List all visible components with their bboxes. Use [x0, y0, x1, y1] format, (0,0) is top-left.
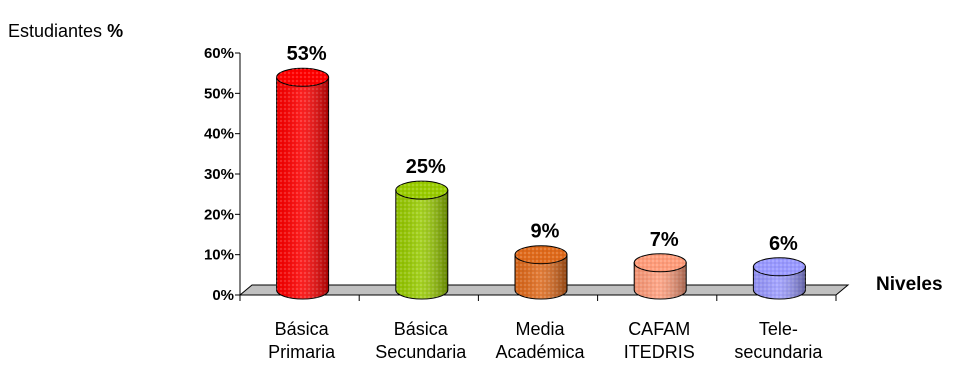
y-axis-title: Estudiantes %	[8, 21, 123, 41]
bar-top-texture	[634, 253, 687, 272]
y-tick-label: 60%	[204, 45, 234, 62]
value-labels: 53% 25% 9% 7% 6%	[287, 43, 798, 255]
y-tick-label: 0%	[212, 287, 234, 304]
category-label: secundaria	[734, 342, 823, 362]
y-tick-label: 30%	[204, 166, 234, 183]
category-label: Básica	[275, 319, 330, 339]
y-axis-title-text: Estudiantes	[8, 21, 102, 41]
y-tick-label: 10%	[204, 247, 234, 264]
category-label: CAFAM	[628, 319, 690, 339]
category-labels: Básica Primaria Básica Secundaria Media Acadé…	[268, 319, 823, 362]
bar	[514, 245, 568, 300]
bar-top-texture	[276, 68, 329, 87]
category-label: Tele-	[759, 319, 798, 339]
bar	[276, 67, 330, 300]
value-label: 53%	[287, 43, 327, 65]
bars	[276, 67, 806, 300]
bar-top-texture	[395, 181, 448, 200]
y-ticks: 0% 10% 20% 30% 40% 50% 60%	[204, 45, 240, 304]
bar-shading	[634, 262, 687, 299]
value-label: 7%	[650, 229, 679, 251]
category-label: Académica	[495, 342, 585, 362]
value-label: 25%	[406, 156, 446, 178]
y-tick-label: 40%	[204, 126, 234, 143]
bar-shading	[276, 77, 329, 299]
y-tick-label: 20%	[204, 206, 234, 223]
bar-shading	[395, 190, 448, 299]
bar	[633, 253, 687, 300]
category-label: ITEDRIS	[624, 342, 695, 362]
bar-top-texture	[515, 245, 567, 264]
category-label: Secundaria	[375, 342, 467, 362]
value-label: 9%	[531, 221, 560, 243]
bar	[752, 257, 806, 300]
category-label: Básica	[394, 319, 449, 339]
y-axis-title-symbol: %	[107, 21, 123, 41]
x-axis-title: Niveles	[876, 274, 943, 295]
bar	[395, 180, 449, 300]
category-label: Primaria	[268, 342, 336, 362]
value-label: 6%	[769, 233, 798, 255]
y-tick-label: 50%	[204, 85, 234, 102]
x-ticks	[239, 295, 837, 301]
bar-top-texture	[753, 257, 806, 276]
category-label: Media	[515, 319, 565, 339]
bar-shading	[515, 254, 567, 299]
